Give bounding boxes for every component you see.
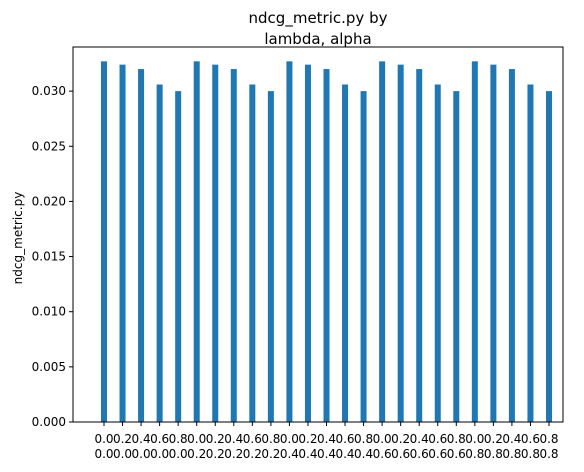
y-tick-label-4: 0.020: [32, 194, 66, 208]
bar-18: [434, 84, 441, 422]
plot-frame: [72, 46, 564, 423]
x-tick-label-1-0: 0.2: [113, 432, 132, 446]
x-tick-label-15-0: 0.0: [373, 432, 392, 446]
x-tick-label-11-0: 0.2: [298, 432, 317, 446]
x-tick-label-9-1: 0.2: [261, 447, 280, 461]
bar-3: [156, 84, 163, 422]
x-tick-label-6-0: 0.2: [206, 432, 225, 446]
x-tick-label-23-0: 0.6: [521, 432, 540, 446]
x-tick-label-14-1: 0.4: [354, 447, 373, 461]
bar-14: [360, 91, 367, 423]
x-tick-label-2-1: 0.0: [132, 447, 151, 461]
x-tick-label-1-1: 0.0: [113, 447, 132, 461]
bar-10: [286, 61, 293, 423]
x-tick-label-3-0: 0.6: [150, 432, 169, 446]
x-tick-label-20-0: 0.0: [465, 432, 484, 446]
x-tick-label-10-1: 0.4: [280, 447, 299, 461]
x-tick-label-19-1: 0.6: [447, 447, 466, 461]
x-tick-label-11-1: 0.4: [298, 447, 317, 461]
x-tick-label-22-1: 0.8: [502, 447, 521, 461]
x-tick-label-20-1: 0.8: [465, 447, 484, 461]
x-tick-label-0-1: 0.0: [94, 447, 113, 461]
x-tick-label-3-1: 0.0: [150, 447, 169, 461]
bar-7: [230, 69, 237, 422]
bar-9: [267, 91, 274, 423]
x-tick-label-8-0: 0.6: [243, 432, 262, 446]
x-tick-label-12-1: 0.4: [317, 447, 336, 461]
bar-15: [379, 61, 386, 423]
bar-24: [546, 91, 552, 423]
x-tick-label-2-0: 0.4: [132, 432, 151, 446]
bar-11: [304, 64, 311, 423]
y-tick-label-3: 0.015: [32, 250, 66, 264]
x-tick-label-15-1: 0.6: [373, 447, 392, 461]
x-tick-label-5-0: 0.0: [187, 432, 206, 446]
bar-20: [471, 61, 478, 423]
bar-13: [342, 84, 349, 422]
y-tick-label-5: 0.025: [32, 139, 66, 153]
x-tick-label-24-1: 0.8: [539, 447, 558, 461]
bar-4: [175, 91, 182, 423]
bar-1: [119, 64, 126, 423]
x-tick-label-0-0: 0.0: [94, 432, 113, 446]
x-tick-label-22-0: 0.4: [502, 432, 521, 446]
bar-6: [212, 64, 219, 423]
x-tick-label-18-0: 0.6: [428, 432, 447, 446]
x-tick-label-7-0: 0.4: [224, 432, 243, 446]
bar-16: [397, 64, 404, 423]
x-tick-label-18-1: 0.6: [428, 447, 447, 461]
x-tick-label-7-1: 0.2: [224, 447, 243, 461]
bar-8: [249, 84, 256, 422]
y-tick-label-2: 0.010: [32, 305, 66, 319]
y-axis-ticks: 0.000 0.005 0.010 0.015 0.020 0.025 0.030: [32, 84, 73, 429]
bar-12: [323, 69, 330, 422]
x-tick-label-5-1: 0.2: [187, 447, 206, 461]
y-tick-label-6: 0.030: [32, 84, 66, 98]
y-tick-label-0: 0.000: [32, 415, 66, 429]
x-tick-label-24-0: 0.8: [539, 432, 558, 446]
y-axis-label: ndcg_metric.py: [11, 192, 25, 285]
x-tick-label-13-1: 0.4: [335, 447, 354, 461]
bar-23: [527, 84, 534, 422]
x-tick-label-4-1: 0.0: [169, 447, 188, 461]
y-tick-label-1: 0.005: [32, 360, 66, 374]
x-tick-label-23-1: 0.8: [521, 447, 540, 461]
x-tick-label-21-1: 0.8: [484, 447, 503, 461]
x-tick-label-19-0: 0.8: [447, 432, 466, 446]
x-axis-ticks: 0.00.00.20.00.40.00.60.00.80.00.00.20.20…: [94, 422, 559, 461]
bar-21: [490, 64, 497, 423]
x-tick-label-10-0: 0.0: [280, 432, 299, 446]
x-tick-label-12-0: 0.4: [317, 432, 336, 446]
x-tick-label-17-1: 0.6: [410, 447, 429, 461]
x-tick-label-8-1: 0.2: [243, 447, 262, 461]
bar-19: [453, 91, 460, 423]
x-tick-label-17-0: 0.4: [410, 432, 429, 446]
chart-title-line-1: ndcg_metric.py by: [249, 9, 388, 28]
bar-17: [416, 69, 423, 422]
x-tick-label-4-0: 0.8: [169, 432, 188, 446]
bars-group: [101, 61, 552, 423]
bar-2: [138, 69, 145, 422]
chart-title-line-2: lambda, alpha: [264, 30, 371, 48]
bar-22: [508, 69, 515, 422]
bar-0: [101, 61, 107, 423]
bar-5: [193, 61, 200, 423]
x-tick-label-21-0: 0.2: [484, 432, 503, 446]
x-tick-label-14-0: 0.8: [354, 432, 373, 446]
x-tick-label-13-0: 0.6: [335, 432, 354, 446]
x-tick-label-9-0: 0.8: [261, 432, 280, 446]
x-tick-label-6-1: 0.2: [206, 447, 225, 461]
x-tick-label-16-1: 0.6: [391, 447, 410, 461]
x-tick-label-16-0: 0.2: [391, 432, 410, 446]
